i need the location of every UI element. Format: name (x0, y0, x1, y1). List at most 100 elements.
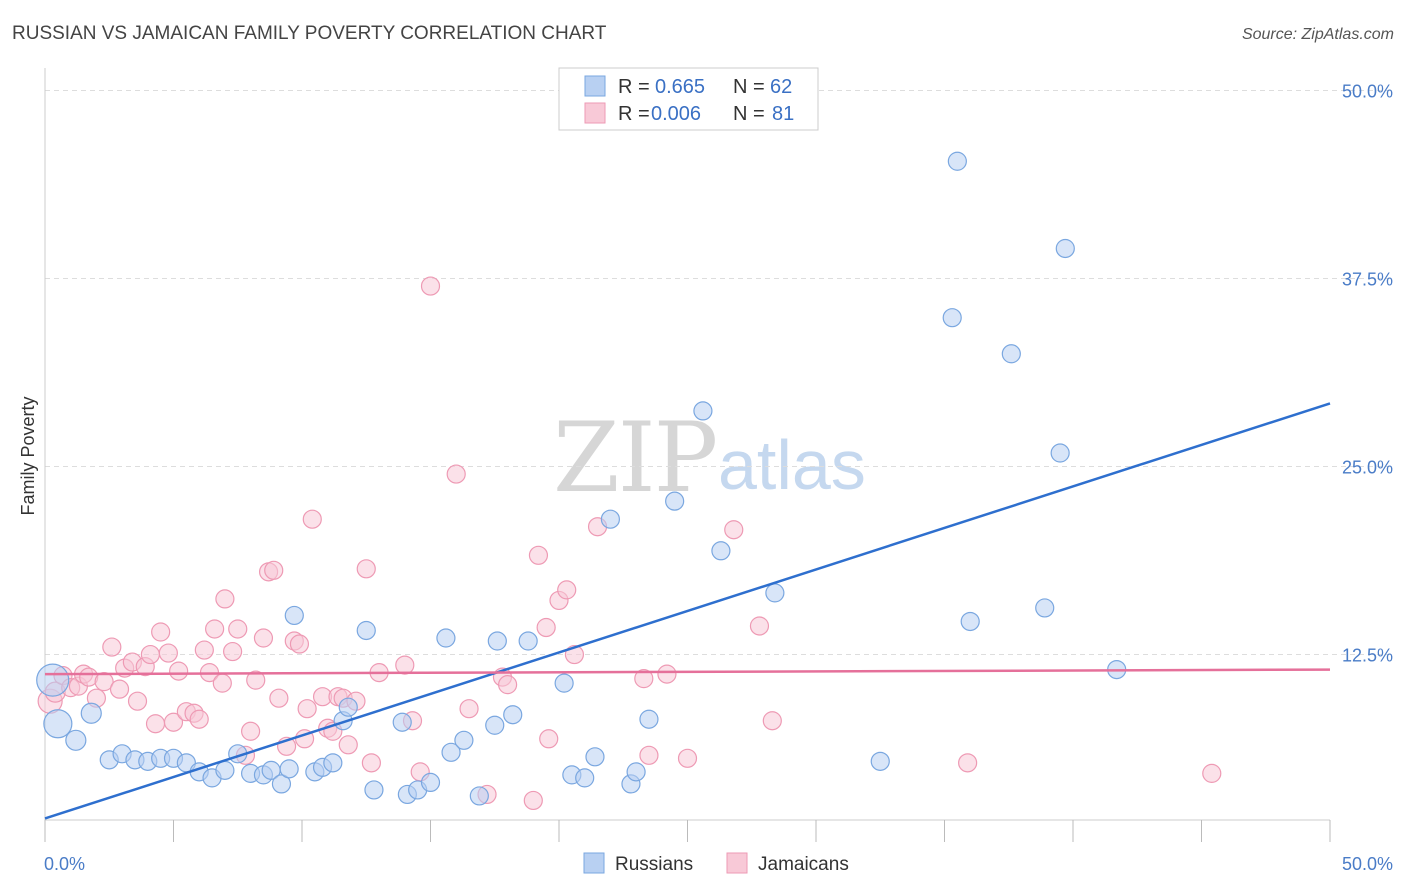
legend-r-label-jamaicans: R = (618, 103, 650, 125)
russians-point-20 (284, 605, 304, 626)
jamaicans-point-28 (215, 589, 235, 609)
jamaicans-point-19 (163, 712, 184, 732)
jamaicans-point-42 (297, 699, 317, 719)
russians-point-28 (392, 712, 412, 732)
jamaicans-point-36 (264, 560, 284, 580)
russians-point-1 (43, 709, 73, 739)
jamaicans-point-74 (677, 748, 698, 768)
russians-point-42 (575, 768, 595, 788)
russians-point-18 (271, 774, 292, 794)
russians-point-2 (65, 729, 87, 751)
watermark: ZIP atlas (553, 402, 866, 514)
russians-point-13 (215, 760, 235, 780)
trend-lines (44, 402, 1331, 820)
jamaicans-point-54 (395, 655, 415, 675)
jamaicans-point-30 (228, 619, 248, 639)
russians-point-44 (600, 509, 621, 529)
bottom-legend-label-jamaicans: Jamaicans (758, 854, 849, 875)
jamaicans-point-65 (536, 617, 556, 638)
series-legend: Russians Jamaicans (583, 852, 849, 875)
y-tick-label-1: 37.5% (1342, 270, 1393, 290)
jamaicans-point-8 (94, 672, 114, 692)
chart-source: Source: ZipAtlas.com (1242, 26, 1394, 43)
russians-point-27 (364, 780, 384, 800)
jamaicans-point-26 (205, 619, 225, 639)
jamaicans-point-33 (246, 670, 266, 690)
legend-r-value-jamaicans: 0.006 (651, 103, 701, 125)
bottom-legend-label-russians: Russians (615, 854, 693, 875)
jamaicans-point-58 (446, 464, 466, 484)
russians-point-32 (436, 628, 456, 648)
series-russians-points (36, 151, 1127, 806)
legend-swatch-jamaicans (584, 102, 606, 124)
legend-r-label-russians: R = (618, 76, 650, 98)
russians-point-52 (870, 751, 890, 771)
russians-point-40 (554, 673, 574, 693)
russians-point-55 (960, 611, 980, 632)
jamaicans-point-23 (189, 709, 209, 729)
jamaicans-point-9 (102, 637, 122, 657)
russians-point-19 (279, 759, 299, 779)
bottom-legend-swatch-russians (583, 852, 605, 874)
jamaicans-point-57 (420, 276, 441, 296)
russians-point-58 (1050, 443, 1070, 463)
russians-point-34 (454, 730, 474, 750)
jamaicans-point-59 (459, 699, 479, 719)
russians-point-53 (942, 308, 962, 328)
x-tick-label-min: 0.0% (44, 854, 85, 874)
gridlines (45, 90, 1392, 656)
y-axis-label: Family Poverty (18, 396, 38, 515)
jamaicans-point-64 (528, 545, 549, 565)
jamaicans-point-72 (639, 745, 659, 765)
jamaicans-point-17 (151, 622, 171, 642)
russians-point-50 (711, 541, 731, 561)
jamaicans-point-10 (109, 679, 130, 699)
russians-point-54 (947, 151, 967, 171)
jamaicans-point-13 (127, 691, 148, 711)
legend-n-value-russians: 62 (770, 76, 792, 98)
legend-n-value-jamaicans: 81 (772, 103, 794, 125)
legend-n-label-russians: N = (733, 76, 765, 98)
correlation-legend: R = 0.665 N = 62 R = 0.006 N = 81 (558, 67, 819, 131)
jamaicans-point-18 (158, 643, 178, 663)
x-tick-label-max: 50.0% (1342, 854, 1393, 874)
jamaicans-point-16 (145, 714, 166, 734)
jamaicans-point-71 (634, 669, 654, 689)
jamaicans-point-29 (223, 641, 243, 662)
russians-point-25 (338, 697, 358, 717)
russians-point-36 (485, 715, 505, 735)
russians-point-33 (441, 742, 461, 762)
bottom-legend-swatch-jamaicans (726, 852, 748, 874)
jamaicans-point-15 (140, 644, 160, 665)
series-jamaicans-points (37, 276, 1222, 811)
y-axis-tick-labels: 50.0% 37.5% 25.0% 12.5% (1342, 82, 1393, 666)
russians-point-39 (518, 631, 538, 651)
jamaicans-point-68 (557, 580, 577, 600)
legend-n-label-jamaicans: N = (733, 103, 765, 125)
jamaicans-point-34 (253, 628, 274, 648)
russians-point-3 (80, 702, 102, 724)
russians-point-49 (693, 401, 713, 421)
legend-r-value-russians: 0.665 (655, 76, 705, 98)
russians-point-48 (665, 491, 685, 511)
russians-point-47 (639, 709, 659, 729)
russians-point-51 (765, 583, 785, 603)
y-tick-label-2: 25.0% (1342, 458, 1393, 478)
jamaicans-point-40 (289, 634, 310, 654)
jamaicans-point-76 (749, 616, 770, 636)
jamaicans-point-78 (958, 753, 978, 773)
russians-point-43 (585, 747, 605, 767)
russians-point-37 (487, 631, 507, 651)
jamaicans-point-49 (338, 735, 358, 755)
russians-point-46 (626, 762, 646, 782)
russians-point-0 (36, 663, 70, 697)
jamaicans-trend-line (44, 668, 1331, 676)
watermark-zip: ZIP (553, 402, 716, 514)
russians-point-23 (323, 753, 343, 773)
jamaicans-point-66 (539, 729, 559, 749)
jamaicans-point-20 (169, 661, 189, 681)
x-axis-ticks (44, 820, 1331, 842)
jamaicans-point-37 (269, 688, 289, 708)
jamaicans-point-51 (356, 559, 376, 579)
